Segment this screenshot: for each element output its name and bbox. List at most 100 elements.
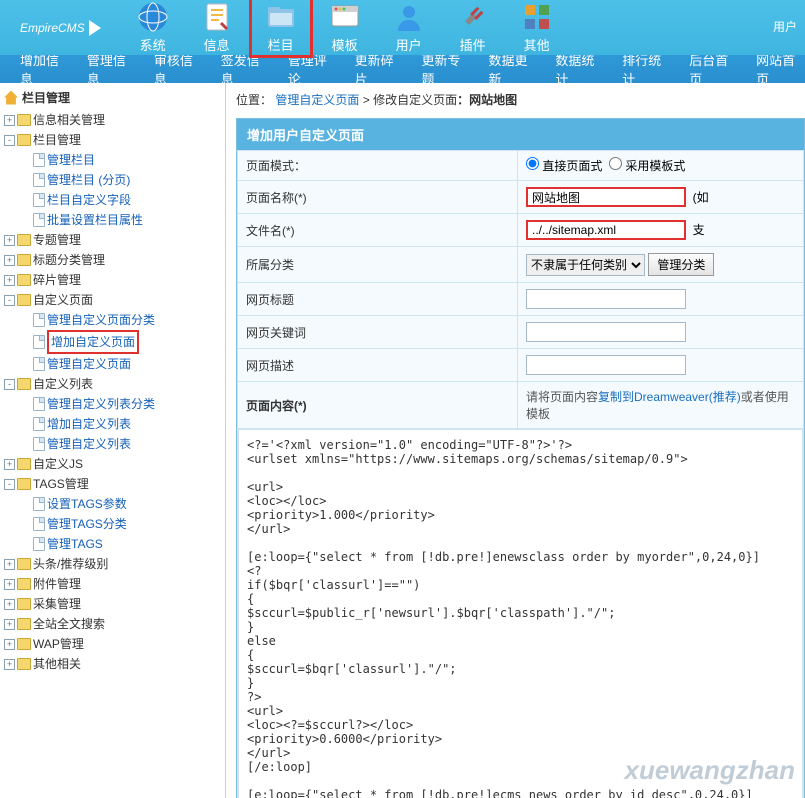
tree: +信息相关管理 - 栏目管理管理栏目管理栏目 (分页)栏目自定义字段批量设置栏目属性… xyxy=(4,110,221,674)
tree-row[interactable]: +其他相关 xyxy=(4,654,221,674)
topnav-window[interactable]: 模板 xyxy=(313,0,377,58)
tree-row[interactable]: 管理自定义列表 xyxy=(4,434,221,454)
expand-icon[interactable]: + xyxy=(4,599,15,610)
tree-label[interactable]: 批量设置栏目属性 xyxy=(47,210,143,230)
folder-icon xyxy=(17,478,31,490)
home-icon xyxy=(4,91,18,105)
dreamweaver-link[interactable]: 复制到Dreamweaver(推荐) xyxy=(598,390,741,404)
window-icon xyxy=(329,1,361,33)
expand-icon[interactable]: + xyxy=(4,459,15,470)
expand-icon[interactable]: + xyxy=(4,579,15,590)
page-content-textarea[interactable] xyxy=(238,429,803,798)
collapse-icon[interactable]: - xyxy=(4,479,15,490)
tree-row[interactable]: +碎片管理 xyxy=(4,270,221,290)
topnav-doc[interactable]: 信息 xyxy=(185,0,249,58)
file-icon xyxy=(33,335,45,349)
tree-label[interactable]: 管理栏目 (分页) xyxy=(47,170,130,190)
category-select[interactable]: 不隶属于任何类别 xyxy=(526,254,645,276)
name-label: 页面名称(*) xyxy=(238,181,518,214)
expand-icon[interactable]: + xyxy=(4,235,15,246)
tree-row[interactable]: + 头条/推荐级别 xyxy=(4,554,221,574)
tree-row[interactable]: -自定义页面 xyxy=(4,290,221,310)
tree-row[interactable]: 管理自定义页面分类 xyxy=(4,310,221,330)
description-input[interactable] xyxy=(526,355,686,375)
file-icon xyxy=(33,213,45,227)
expand-icon[interactable]: + xyxy=(4,619,15,630)
topnav-user[interactable]: 用户 xyxy=(377,0,441,58)
folder-icon xyxy=(17,618,31,630)
tree-label[interactable]: 管理自定义页面 xyxy=(47,354,131,374)
expand-icon[interactable]: + xyxy=(4,659,15,670)
tree-label[interactable]: 管理TAGS分类 xyxy=(47,514,127,534)
tree-row[interactable]: 管理自定义列表分类 xyxy=(4,394,221,414)
kw-label: 网页关键词 xyxy=(238,316,518,349)
tree-row[interactable]: 管理TAGS分类 xyxy=(4,514,221,534)
manage-category-button[interactable]: 管理分类 xyxy=(648,253,714,276)
page-name-input[interactable] xyxy=(526,187,686,207)
mode-radio-template[interactable]: 采用模板式 xyxy=(609,159,685,173)
tree-row[interactable]: 管理栏目 (分页) xyxy=(4,170,221,190)
form-table: 页面模式： 直接页面式 采用模板式 页面名称(*) (如 文件名(*) 支 所属… xyxy=(237,150,804,798)
tree-row[interactable]: 增加自定义页面 xyxy=(4,330,221,354)
file-icon xyxy=(33,357,45,371)
collapse-icon[interactable]: - xyxy=(4,379,15,390)
topnav-grid[interactable]: 其他 xyxy=(505,0,569,58)
expand-icon[interactable]: + xyxy=(4,559,15,570)
tree-row[interactable]: + WAP管理 xyxy=(4,634,221,654)
tree-label: 头条/推荐级别 xyxy=(33,554,108,574)
tree-row[interactable]: 管理TAGS xyxy=(4,534,221,554)
expand-icon[interactable]: + xyxy=(4,255,15,266)
tree-row[interactable]: 管理自定义页面 xyxy=(4,354,221,374)
tree-row[interactable]: 批量设置栏目属性 xyxy=(4,210,221,230)
file-label: 文件名(*) xyxy=(238,214,518,247)
breadcrumb-link-2: 修改自定义页面 xyxy=(373,93,457,107)
breadcrumb-link-1[interactable]: 管理自定义页面 xyxy=(275,93,359,107)
form-panel: 增加用户自定义页面 页面模式： 直接页面式 采用模板式 页面名称(*) (如 文… xyxy=(236,118,805,798)
tree-label: 栏目管理 xyxy=(33,130,81,150)
tree-label[interactable]: 增加自定义列表 xyxy=(47,414,131,434)
logo-arrow-icon xyxy=(89,20,101,36)
tree-row[interactable]: +信息相关管理 xyxy=(4,110,221,130)
mode-radio-direct[interactable]: 直接页面式 xyxy=(526,159,602,173)
tree-row[interactable]: + 附件管理 xyxy=(4,574,221,594)
tree-row[interactable]: -自定义列表 xyxy=(4,374,221,394)
topnav-plug[interactable]: 插件 xyxy=(441,0,505,58)
tree-row[interactable]: +全站全文搜索 xyxy=(4,614,221,634)
desc-label: 网页描述 xyxy=(238,349,518,382)
expand-icon[interactable]: + xyxy=(4,639,15,650)
tree-label[interactable]: 增加自定义页面 xyxy=(51,335,135,349)
folder-icon xyxy=(17,134,31,146)
title-label: 网页标题 xyxy=(238,283,518,316)
tree-row[interactable]: - 栏目管理 xyxy=(4,130,221,150)
tree-label[interactable]: 设置TAGS参数 xyxy=(47,494,127,514)
tree-row[interactable]: +自定义JS xyxy=(4,454,221,474)
webpage-title-input[interactable] xyxy=(526,289,686,309)
keywords-input[interactable] xyxy=(526,322,686,342)
topnav-globe[interactable]: 系统 xyxy=(121,0,185,58)
tree-label[interactable]: 管理TAGS xyxy=(47,534,103,554)
tree-row[interactable]: 栏目自定义字段 xyxy=(4,190,221,210)
tree-row[interactable]: +标题分类管理 xyxy=(4,250,221,270)
tree-label: WAP管理 xyxy=(33,634,84,654)
tree-row[interactable]: 增加自定义列表 xyxy=(4,414,221,434)
topnav-folder[interactable]: 栏目 xyxy=(249,0,313,58)
tree-row[interactable]: -TAGS管理 xyxy=(4,474,221,494)
tree-row[interactable]: +采集管理 xyxy=(4,594,221,614)
tree-label[interactable]: 管理自定义列表分类 xyxy=(47,394,155,414)
tree-row[interactable]: +专题管理 xyxy=(4,230,221,250)
collapse-icon[interactable]: - xyxy=(4,295,15,306)
folder-icon xyxy=(17,578,31,590)
expand-icon[interactable]: + xyxy=(4,115,15,126)
folder-icon xyxy=(17,114,31,126)
tree-label[interactable]: 栏目自定义字段 xyxy=(47,190,131,210)
tree-label: 附件管理 xyxy=(33,574,81,594)
tree-label[interactable]: 管理自定义列表 xyxy=(47,434,131,454)
tree-row[interactable]: 管理栏目 xyxy=(4,150,221,170)
tree-row[interactable]: 设置TAGS参数 xyxy=(4,494,221,514)
filename-input[interactable] xyxy=(526,220,686,240)
tree-label[interactable]: 管理自定义页面分类 xyxy=(47,310,155,330)
tree-label[interactable]: 管理栏目 xyxy=(47,150,95,170)
top-right-user[interactable]: 用户 xyxy=(773,18,797,35)
expand-icon[interactable]: + xyxy=(4,275,15,286)
collapse-icon[interactable]: - xyxy=(4,135,15,146)
